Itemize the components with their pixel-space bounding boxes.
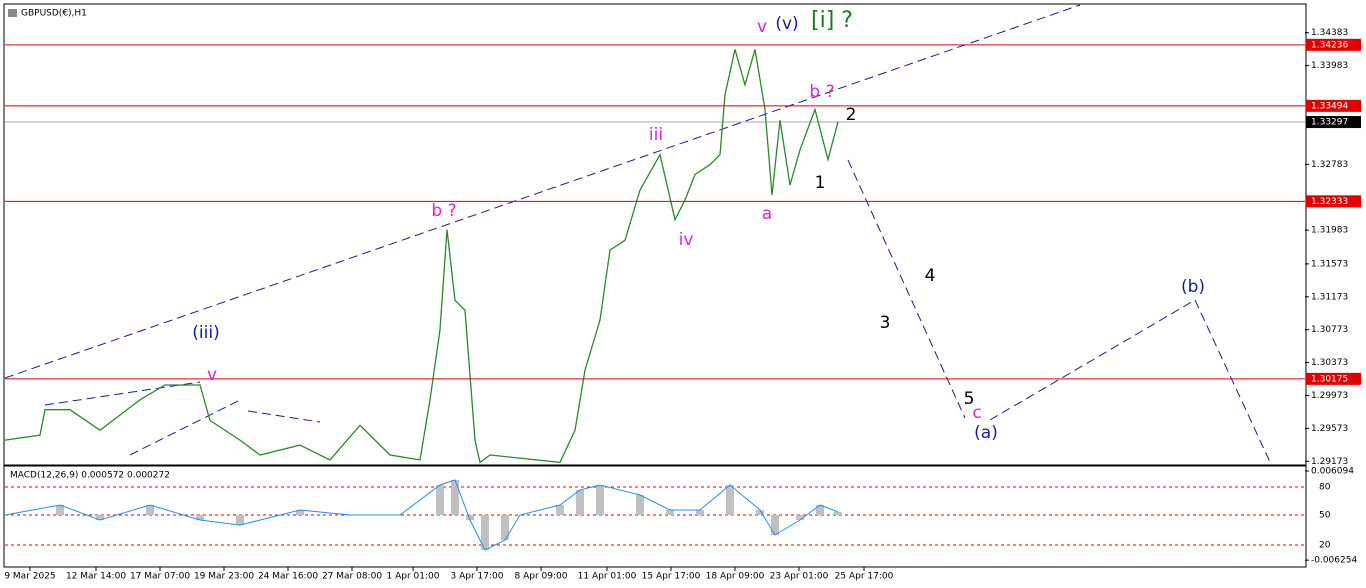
current-price-tag	[1306, 116, 1361, 129]
y-tick-label: 1.29973	[1311, 391, 1348, 401]
macd-bar	[56, 504, 64, 516]
x-tick-label: 8 Apr 09:00	[515, 572, 568, 582]
wave-label: b ?	[431, 201, 456, 221]
macd-bar	[96, 515, 104, 520]
y-tick-label: 1.31173	[1311, 292, 1348, 302]
wave-label: 5	[964, 389, 975, 409]
main-panel	[3, 3, 1307, 466]
x-tick-label: 25 Apr 17:00	[835, 572, 894, 582]
macd-bar	[501, 515, 509, 541]
macd-bar	[146, 504, 154, 516]
wave-label: c	[972, 403, 981, 423]
wave-label: (v)	[775, 14, 798, 34]
level-tag	[1306, 372, 1361, 385]
x-tick-label: 1 Apr 01:00	[387, 572, 440, 582]
y-tick-label: 1.29173	[1311, 457, 1348, 467]
y-tick-label: 1.33983	[1311, 61, 1348, 71]
macd-bar	[236, 515, 244, 526]
level-tag-label: 1.34236	[1311, 40, 1348, 50]
projection-line	[989, 299, 1196, 421]
symbol-icon	[8, 9, 17, 17]
wave-label: v	[757, 17, 767, 37]
wave-label: iv	[679, 230, 694, 250]
macd-bar	[481, 515, 489, 551]
x-tick-label: 23 Apr 01:00	[770, 572, 829, 582]
wedge-line	[129, 399, 241, 456]
x-tick-label: 12 Mar 14:00	[66, 572, 126, 582]
macd-bar	[796, 515, 804, 520]
level-tag-label: 1.32333	[1311, 197, 1348, 207]
wave-lines	[4, 4, 1271, 463]
wave-label: (a)	[974, 423, 998, 443]
wave-label: a	[762, 204, 772, 224]
price-line	[4, 49, 839, 464]
level-tag	[1306, 195, 1361, 208]
y-tick-label: 1.31983	[1311, 226, 1348, 236]
macd-line	[4, 479, 839, 551]
x-tick-label: 18 Apr 09:00	[706, 572, 765, 582]
macd-bar	[466, 515, 474, 520]
level-tag-label: 1.30175	[1311, 374, 1348, 384]
wedge-line	[44, 381, 201, 406]
y-tick-label: 1.29573	[1311, 424, 1348, 434]
x-tick-label: 19 Mar 23:00	[194, 572, 254, 582]
level-tag-label: 1.33494	[1311, 101, 1348, 111]
macd-level-label: 50	[1319, 511, 1331, 521]
macd-level-label: 20	[1319, 541, 1331, 551]
wave-label: b ?	[809, 82, 834, 102]
wave-label: 3	[880, 313, 891, 333]
x-tick-label: 17 Mar 07:00	[130, 572, 190, 582]
macd-bar	[576, 489, 584, 516]
macd-bar	[771, 515, 779, 536]
macd-bar	[436, 484, 444, 516]
current-price-label: 1.33297	[1311, 118, 1348, 128]
y-tick-label: 1.30773	[1311, 325, 1348, 335]
x-tick-label: 11 Apr 01:00	[578, 572, 637, 582]
x-tick-label: 15 Apr 17:00	[642, 572, 701, 582]
y-tick-label: 1.34383	[1311, 28, 1348, 38]
macd-bar	[596, 484, 604, 516]
macd-bar	[834, 511, 842, 516]
macd-bar	[726, 484, 734, 516]
y-tick-label: 1.32783	[1311, 160, 1348, 170]
macd-bar	[756, 510, 764, 516]
projection-line	[847, 159, 966, 419]
macd-bar	[636, 495, 644, 516]
trend-line	[4, 4, 1081, 379]
level-tag	[1306, 38, 1361, 51]
wave-label: 4	[925, 266, 936, 286]
x-tick-label: 9 Mar 2025	[4, 572, 55, 582]
macd-level-label: 80	[1319, 483, 1331, 493]
wave-label: iii	[649, 125, 663, 145]
y-tick-label: 1.30373	[1311, 358, 1348, 368]
macd-panel	[3, 465, 1307, 568]
wave-label: [i] ?	[811, 8, 853, 33]
macd-bar	[666, 510, 674, 516]
x-tick-label: 27 Mar 08:00	[322, 572, 382, 582]
macd-bar	[556, 504, 564, 516]
chart-title: GBPUSD(€),H1	[21, 9, 87, 19]
macd-bar	[816, 504, 824, 516]
macd-bar	[451, 479, 459, 516]
wave-label: 2	[846, 105, 857, 125]
macd-label: MACD(12,26,9) 0.000572 0.000272	[10, 471, 170, 481]
macd-bar	[696, 510, 704, 516]
macd-y-tick-label: -0.006254	[1311, 556, 1357, 566]
macd-y-tick-label: 0.006094	[1311, 467, 1354, 477]
level-tag	[1306, 99, 1361, 112]
x-tick-label: 3 Apr 17:00	[451, 572, 504, 582]
wave-label: (b)	[1181, 277, 1205, 297]
wave-label: v	[207, 365, 217, 385]
wave-label: 1	[815, 173, 826, 193]
wedge-line	[247, 410, 321, 423]
wave-label: (iii)	[192, 323, 219, 343]
y-tick-label: 1.31573	[1311, 259, 1348, 269]
projection-line	[1194, 299, 1271, 463]
x-tick-label: 24 Mar 16:00	[258, 572, 318, 582]
macd-bar	[196, 515, 204, 520]
macd-bar	[296, 510, 304, 516]
